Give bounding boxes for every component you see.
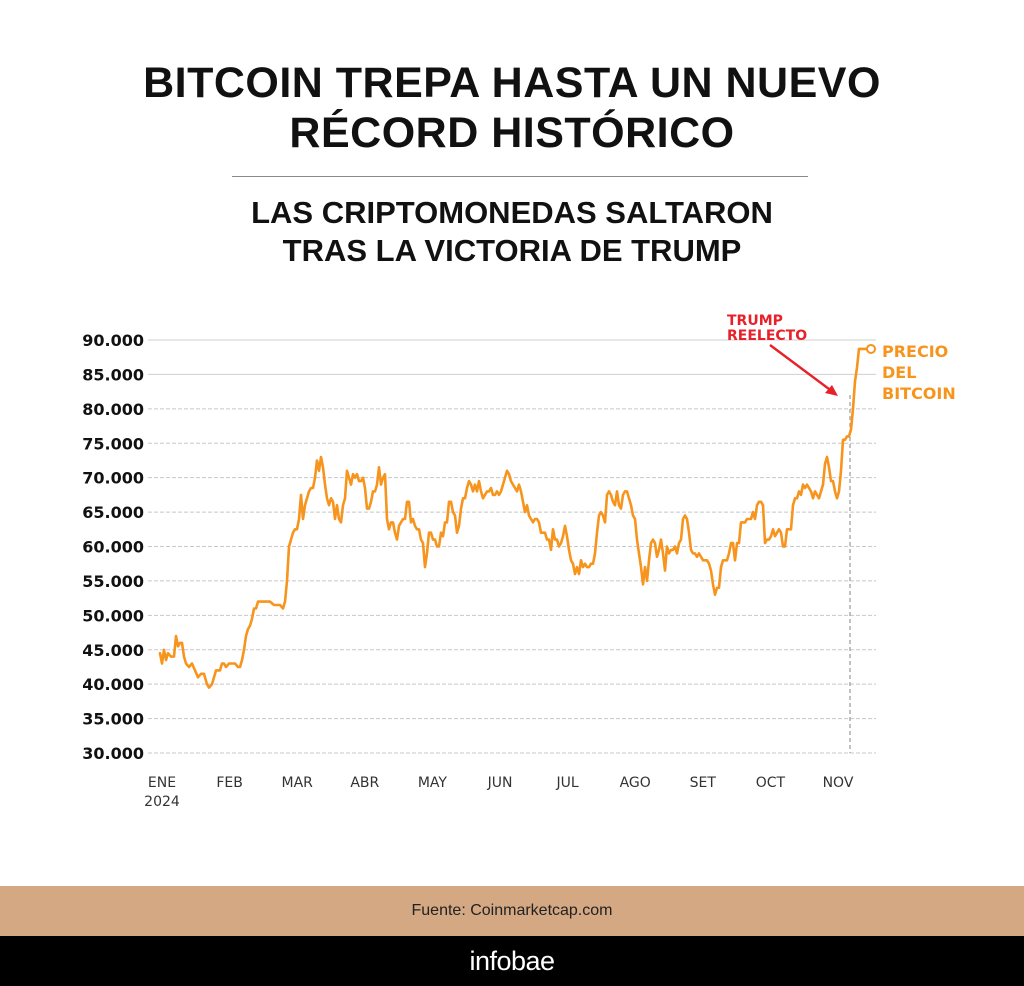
x-tick-label: JUN — [487, 775, 513, 791]
y-tick-label: 75.000 — [82, 434, 144, 453]
y-tick-label: 70.000 — [82, 469, 144, 488]
source-bar: Fuente: Coinmarketcap.com — [0, 886, 1024, 936]
y-tick-label: 85.000 — [82, 365, 144, 384]
chart-subtitle: LAS CRIPTOMONEDAS SALTARON TRAS LA VICTO… — [0, 194, 1024, 270]
title-line-1: BITCOIN TREPA HASTA UN NUEVO — [143, 59, 881, 107]
x-tick-label: MAR — [282, 775, 314, 791]
y-tick-label: 50.000 — [82, 606, 144, 625]
y-tick-label: 60.000 — [82, 538, 144, 557]
x-tick-label: NOV — [823, 775, 854, 791]
title-line-2: RÉCORD HISTÓRICO — [289, 109, 735, 157]
series-label-line-1: PRECIO — [882, 342, 948, 361]
line-chart: 30.000 35.000 40.000 45.000 50.000 55.000 60.0… — [82, 313, 956, 810]
subtitle-line-1: LAS CRIPTOMONEDAS SALTARON — [251, 195, 773, 230]
y-tick-label: 65.000 — [82, 503, 144, 522]
y-tick-label: 80.000 — [82, 400, 144, 419]
y-tick-label: 90.000 — [82, 331, 144, 350]
annotation-trump-line-2: REELECTO — [727, 328, 807, 344]
series-label: PRECIO DEL BITCOIN — [882, 342, 956, 403]
y-tick-label: 30.000 — [82, 744, 144, 763]
arrow-head-icon — [825, 385, 838, 396]
bitcoin-price-line — [158, 347, 873, 689]
brand-logo: infobae — [469, 945, 555, 976]
x-tick-label: MAY — [418, 775, 448, 791]
y-tick-label: 35.000 — [82, 710, 144, 729]
x-tick-label: AGO — [620, 775, 651, 791]
title-divider — [232, 176, 808, 177]
x-tick-label: ABR — [350, 775, 379, 791]
subtitle-line-2: TRAS LA VICTORIA DE TRUMP — [282, 233, 742, 268]
series-label-line-3: BITCOIN — [882, 384, 956, 403]
brand-bar: infobae — [0, 936, 1024, 986]
x-tick-label: JUL — [556, 775, 579, 791]
y-axis: 30.000 35.000 40.000 45.000 50.000 55.000 60.0… — [82, 331, 144, 763]
x-tick-label: OCT — [756, 775, 786, 791]
x-tick-label: SET — [690, 775, 717, 791]
chart-title: BITCOIN TREPA HASTA UN NUEVO RÉCORD HIST… — [0, 58, 1024, 158]
annotation-trump-line-1: TRUMP — [727, 313, 783, 329]
y-tick-label: 45.000 — [82, 641, 144, 660]
x-tick-year: 2024 — [144, 794, 180, 810]
y-tick-label: 40.000 — [82, 675, 144, 694]
x-axis: ENE FEB MAR ABR MAY JUN JUL AGO SET OCT NOV 2024 — [144, 775, 854, 810]
source-text: Fuente: Coinmarketcap.com — [411, 902, 613, 919]
x-tick-label: ENE — [148, 775, 176, 791]
series-label-line-2: DEL — [882, 363, 916, 382]
grid-lines — [148, 339, 876, 754]
trump-annotation: TRUMP REELECTO — [727, 313, 838, 396]
end-point-marker — [866, 343, 876, 354]
y-tick-label: 55.000 — [82, 572, 144, 591]
annotation-arrow — [769, 344, 834, 393]
x-tick-label: FEB — [216, 775, 243, 791]
